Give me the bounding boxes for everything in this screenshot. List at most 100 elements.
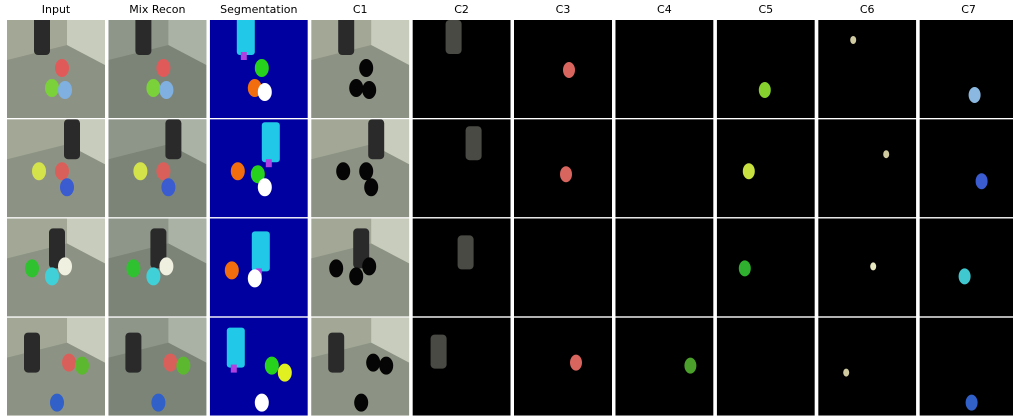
background	[717, 318, 815, 416]
background	[615, 218, 713, 316]
image-content	[615, 218, 713, 316]
object	[570, 355, 582, 371]
grid-image	[514, 20, 612, 118]
gripper-seg	[266, 159, 272, 167]
object	[50, 394, 64, 412]
background	[615, 20, 713, 118]
object	[159, 257, 173, 275]
background	[717, 119, 815, 217]
grid-image	[920, 218, 1013, 316]
robot-seg	[252, 231, 270, 271]
grid-image	[920, 20, 1013, 118]
grid-image	[108, 15, 206, 118]
background	[413, 119, 511, 217]
object	[329, 259, 343, 277]
grid-image	[615, 119, 713, 217]
object	[870, 262, 876, 270]
image-content	[210, 218, 308, 316]
image-content	[818, 218, 916, 316]
grid-image	[311, 119, 409, 217]
background	[413, 318, 511, 416]
object	[354, 394, 368, 412]
grid-image	[210, 218, 308, 316]
grid-image	[818, 318, 916, 416]
image-content	[717, 318, 815, 416]
background	[920, 218, 1013, 316]
grid-image	[7, 218, 105, 316]
image-content	[413, 218, 511, 316]
object	[163, 354, 177, 372]
image-grid: InputMix ReconSegmentationC1C2C3C4C5C6C7	[0, 0, 1013, 417]
image-content	[514, 218, 612, 316]
object	[75, 357, 89, 375]
column-header: Segmentation	[220, 3, 297, 16]
robot-arm	[125, 333, 141, 373]
object	[146, 267, 160, 285]
object	[156, 59, 170, 77]
grid-image	[920, 119, 1013, 217]
object	[359, 162, 373, 180]
image-content	[717, 119, 815, 217]
image-content	[210, 119, 308, 217]
grid-image	[818, 20, 916, 118]
grid-image	[717, 119, 815, 217]
image-content	[311, 318, 409, 416]
grid-image	[615, 20, 713, 118]
robot-seg	[237, 15, 255, 55]
robot-arm	[328, 333, 344, 373]
image-content	[717, 20, 815, 118]
object	[32, 162, 46, 180]
robot-seg	[227, 328, 245, 368]
object	[151, 394, 165, 412]
image-content	[7, 318, 105, 416]
robot-seg	[262, 122, 280, 162]
image-content	[920, 119, 1013, 217]
robot-component	[458, 235, 474, 269]
gripper-seg	[231, 365, 237, 373]
object	[969, 87, 981, 103]
object	[255, 59, 269, 77]
object	[156, 162, 170, 180]
column-header: C4	[657, 3, 672, 16]
image-content	[7, 119, 105, 217]
image-content	[413, 20, 511, 118]
object	[959, 268, 971, 284]
image-content	[615, 119, 713, 217]
background	[818, 20, 916, 118]
background	[818, 119, 916, 217]
column-header: Input	[42, 3, 71, 16]
background	[514, 218, 612, 316]
grid-image	[311, 218, 409, 316]
object	[62, 354, 76, 372]
grid-image	[413, 218, 511, 316]
image-content	[920, 218, 1013, 316]
column-header: C6	[860, 3, 875, 16]
grid-image	[413, 20, 511, 118]
grid-image	[514, 119, 612, 217]
grid-image	[920, 318, 1013, 416]
image-content	[7, 218, 105, 316]
grid-image	[615, 218, 713, 316]
object	[146, 79, 160, 97]
image-content	[7, 15, 105, 118]
grid-image	[108, 119, 206, 217]
image-content	[615, 20, 713, 118]
background	[920, 20, 1013, 118]
background	[920, 119, 1013, 217]
grid-image	[514, 318, 612, 416]
object	[364, 178, 378, 196]
object	[883, 150, 889, 158]
object	[850, 36, 856, 44]
object	[560, 166, 572, 182]
object	[55, 162, 69, 180]
object	[25, 259, 39, 277]
background	[717, 218, 815, 316]
robot-arm	[64, 119, 80, 159]
grid-image	[108, 218, 206, 316]
image-content	[210, 15, 308, 118]
grid-image	[7, 119, 105, 217]
object	[159, 81, 173, 99]
image-content	[413, 119, 511, 217]
image-content	[514, 119, 612, 217]
grid-image	[311, 15, 409, 118]
